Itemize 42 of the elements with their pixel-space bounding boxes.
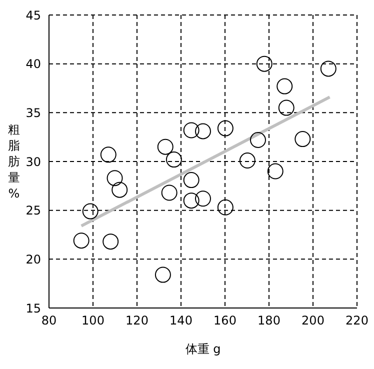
point: [256, 56, 272, 72]
point: [195, 190, 211, 207]
point: [73, 232, 90, 249]
point: [183, 122, 200, 138]
y-tick-label: 20: [26, 252, 41, 266]
y-tick-label: 15: [26, 301, 41, 316]
point: [267, 163, 284, 180]
point: [157, 138, 174, 155]
point: [154, 266, 171, 283]
x-tick-label: 120: [126, 314, 148, 328]
x-tick-label: 220: [346, 314, 368, 328]
point: [217, 199, 234, 216]
x-tick-label: 160: [214, 314, 236, 328]
point: [161, 184, 178, 201]
point: [183, 172, 200, 188]
point: [320, 60, 336, 77]
point: [183, 192, 200, 209]
point: [278, 100, 294, 116]
y-tick-label: 25: [26, 204, 41, 218]
x-tick-label: 180: [258, 314, 280, 328]
x-tick-label: 200: [302, 314, 324, 328]
x-tick-label: 100: [82, 314, 104, 328]
y-tick-label: 35: [26, 106, 41, 120]
x-axis-title: 体重 g: [185, 342, 221, 356]
point: [166, 152, 182, 168]
y-axis-title: 粗脂肪量%: [8, 122, 20, 201]
point: [195, 123, 211, 140]
point: [106, 170, 123, 186]
y-tick-label: 40: [26, 57, 41, 72]
point: [250, 132, 266, 148]
point: [100, 146, 116, 163]
y-tick-label: 30: [26, 154, 41, 169]
point: [112, 182, 128, 198]
point: [239, 152, 256, 169]
point: [276, 78, 293, 94]
point: [102, 234, 119, 250]
point: [217, 120, 234, 136]
x-tick-label: 140: [170, 314, 192, 328]
point: [294, 131, 311, 148]
x-tick-label: 80: [41, 314, 57, 328]
point: [82, 203, 98, 220]
y-tick-label: 45: [26, 8, 41, 22]
